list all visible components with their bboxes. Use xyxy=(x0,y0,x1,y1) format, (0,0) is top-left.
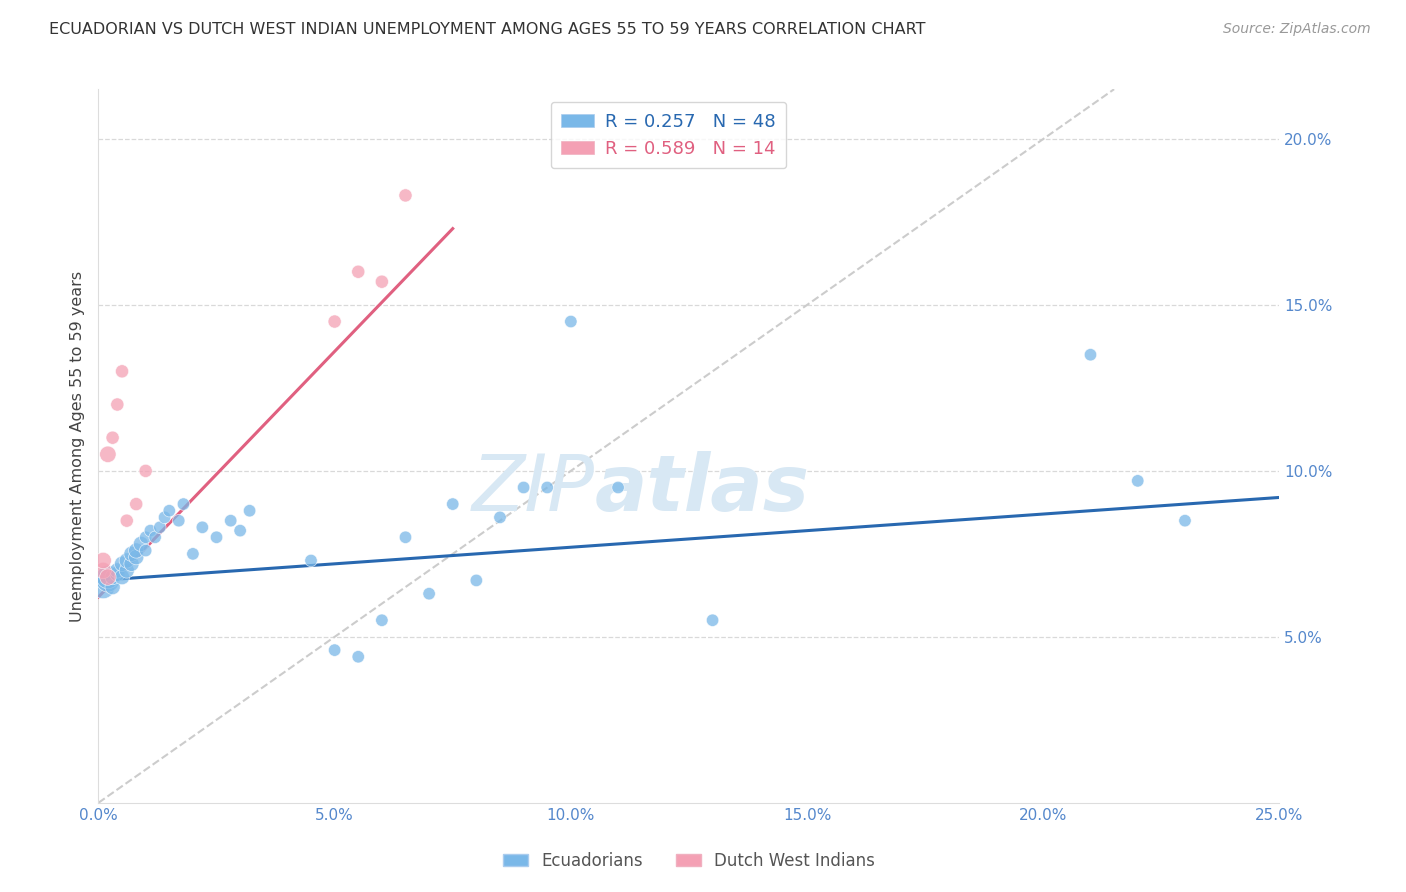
Point xyxy=(91,580,114,594)
Point xyxy=(702,613,724,627)
Point xyxy=(371,613,394,627)
Point xyxy=(323,643,346,657)
Text: ECUADORIAN VS DUTCH WEST INDIAN UNEMPLOYMENT AMONG AGES 55 TO 59 YEARS CORRELATI: ECUADORIAN VS DUTCH WEST INDIAN UNEMPLOY… xyxy=(49,22,925,37)
Point xyxy=(105,397,128,411)
Point xyxy=(239,504,262,518)
Point xyxy=(125,543,148,558)
Point xyxy=(97,574,120,588)
Point xyxy=(111,364,134,378)
Point xyxy=(205,530,228,544)
Point xyxy=(347,649,370,664)
Point xyxy=(418,587,440,601)
Point xyxy=(97,447,120,461)
Y-axis label: Unemployment Among Ages 55 to 59 years: Unemployment Among Ages 55 to 59 years xyxy=(69,270,84,622)
Point xyxy=(172,497,194,511)
Point xyxy=(394,530,416,544)
Point xyxy=(129,537,152,551)
Point xyxy=(489,510,512,524)
Point xyxy=(135,530,157,544)
Point xyxy=(143,530,166,544)
Text: atlas: atlas xyxy=(595,450,810,527)
Point xyxy=(181,547,204,561)
Point xyxy=(371,275,394,289)
Point xyxy=(323,314,346,328)
Point xyxy=(139,524,162,538)
Legend: Ecuadorians, Dutch West Indians: Ecuadorians, Dutch West Indians xyxy=(496,846,882,877)
Point xyxy=(219,514,242,528)
Point xyxy=(536,481,558,495)
Point xyxy=(135,543,157,558)
Point xyxy=(149,520,172,534)
Point xyxy=(191,520,214,534)
Point xyxy=(111,570,134,584)
Point xyxy=(97,570,120,584)
Point xyxy=(125,550,148,565)
Point xyxy=(560,314,582,328)
Point xyxy=(1126,474,1149,488)
Point xyxy=(347,265,370,279)
Point xyxy=(105,566,128,581)
Point xyxy=(1174,514,1197,528)
Point xyxy=(125,497,148,511)
Point xyxy=(91,564,114,578)
Point xyxy=(105,564,128,578)
Point xyxy=(121,547,143,561)
Point xyxy=(1080,348,1102,362)
Point xyxy=(101,580,124,594)
Point xyxy=(111,557,134,571)
Point xyxy=(394,188,416,202)
Point xyxy=(441,497,464,511)
Point xyxy=(465,574,488,588)
Point xyxy=(115,564,138,578)
Point xyxy=(121,557,143,571)
Point xyxy=(91,553,114,567)
Point xyxy=(607,481,630,495)
Point xyxy=(101,431,124,445)
Point xyxy=(97,570,120,584)
Point xyxy=(115,514,138,528)
Point xyxy=(299,553,322,567)
Text: ZIP: ZIP xyxy=(471,450,595,527)
Point xyxy=(512,481,534,495)
Point xyxy=(115,553,138,567)
Point xyxy=(167,514,190,528)
Point xyxy=(229,524,252,538)
Point xyxy=(153,510,176,524)
Text: Source: ZipAtlas.com: Source: ZipAtlas.com xyxy=(1223,22,1371,37)
Point xyxy=(135,464,157,478)
Point xyxy=(101,570,124,584)
Point xyxy=(157,504,180,518)
